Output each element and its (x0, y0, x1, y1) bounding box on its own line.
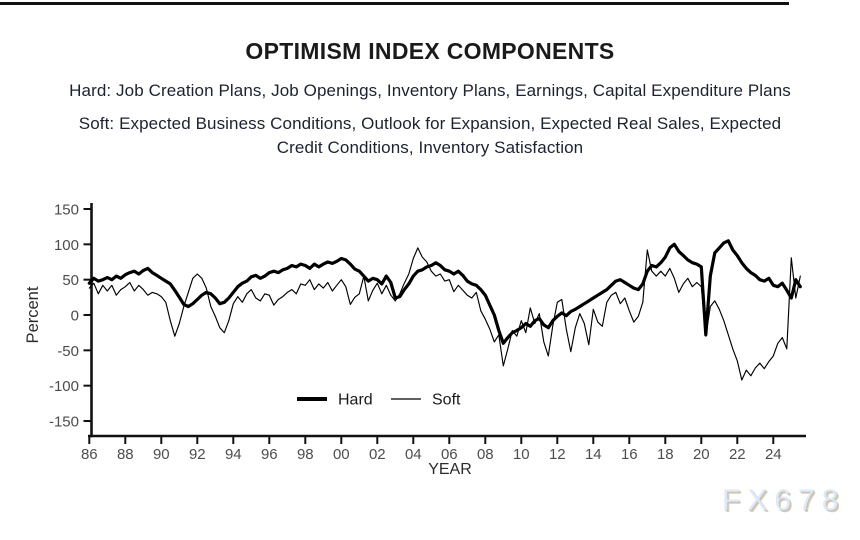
x-tick-label: 20 (693, 446, 710, 463)
x-tick-label: 98 (297, 446, 314, 463)
x-tick-label: 00 (333, 446, 350, 463)
watermark: FX678 (722, 484, 846, 517)
x-tick-label: 92 (189, 446, 206, 463)
x-tick-label: 02 (369, 446, 386, 463)
y-tick-label: 100 (54, 237, 79, 254)
x-tick-label: 12 (549, 446, 566, 463)
y-tick-label: 150 (54, 202, 79, 219)
x-tick-label: 14 (585, 446, 602, 463)
x-tick-label: 06 (441, 446, 458, 463)
y-tick-label: -100 (49, 378, 79, 395)
soft-components-description-line2: Credit Conditions, Inventory Satisfactio… (276, 138, 584, 157)
page-title: OPTIMISM INDEX COMPONENTS (245, 38, 615, 64)
x-tick-label: 94 (225, 446, 242, 463)
y-tick-label: 50 (62, 272, 79, 289)
x-tick-label: 88 (117, 446, 134, 463)
x-tick-label: 16 (621, 446, 638, 463)
legend-soft-label: Soft (432, 392, 461, 409)
soft-components-description-line1: Soft: Expected Business Conditions, Outl… (78, 114, 782, 133)
x-tick-label: 24 (765, 446, 782, 463)
x-tick-label: 08 (477, 446, 494, 463)
legend-hard-label: Hard (338, 392, 373, 409)
x-tick-label: 86 (81, 446, 98, 463)
y-tick-label: 0 (71, 308, 79, 325)
hard-components-description: Hard: Job Creation Plans, Job Openings, … (69, 81, 791, 100)
hard-series-line (87, 239, 802, 345)
y-axis-title: Percent (24, 286, 42, 343)
x-tick-label: 90 (153, 446, 170, 463)
x-tick-label: 96 (261, 446, 278, 463)
x-axis-title: YEAR (428, 461, 472, 478)
x-tick-label: 04 (405, 446, 422, 463)
x-tick-label: 22 (729, 446, 746, 463)
y-tick-label: -50 (57, 343, 79, 360)
x-tick-label: 18 (657, 446, 674, 463)
y-tick-label: -150 (49, 414, 79, 431)
top-divider-rule (0, 2, 789, 5)
x-tick-label: 10 (513, 446, 530, 463)
soft-series-line (88, 247, 801, 381)
